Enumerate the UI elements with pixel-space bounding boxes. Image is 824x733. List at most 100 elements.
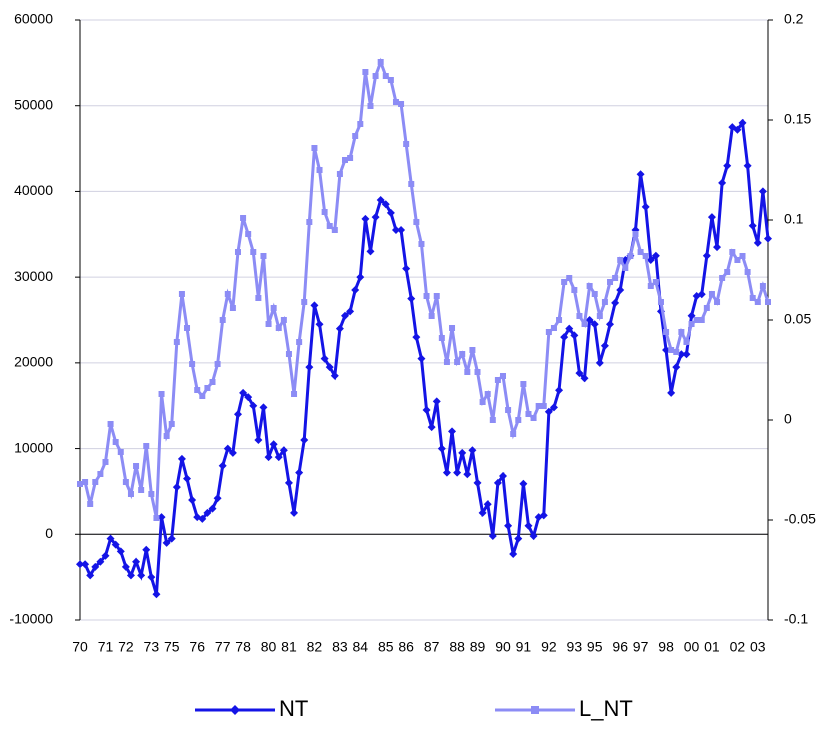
data-point [498, 472, 507, 480]
data-point [565, 324, 574, 333]
data-point [714, 299, 721, 305]
legend-label: L_NT [579, 696, 633, 721]
data-point [667, 388, 676, 397]
data-point [544, 407, 553, 416]
data-point [208, 504, 217, 513]
data-point [637, 249, 644, 255]
data-point [101, 551, 110, 560]
data-point [607, 279, 614, 285]
data-point [464, 369, 471, 375]
data-point [627, 253, 634, 259]
data-point [132, 557, 141, 566]
x-tick-label: 81 [281, 639, 297, 655]
data-point [152, 590, 161, 599]
data-point [580, 374, 589, 383]
data-point [167, 534, 176, 543]
data-point [663, 329, 670, 335]
data-point [743, 161, 752, 170]
data-point [188, 496, 197, 504]
data-point [428, 313, 435, 319]
x-tick-label: 85 [378, 639, 394, 655]
data-point [458, 448, 467, 457]
data-point [321, 209, 328, 215]
data-point [697, 290, 706, 299]
data-point [392, 99, 399, 105]
data-point [483, 500, 492, 509]
data-point [550, 325, 557, 331]
y2-tick-label: 0 [784, 411, 792, 427]
x-tick-label: 02 [730, 639, 746, 655]
data-point [173, 339, 180, 345]
x-tick-label: 93 [567, 639, 583, 655]
legend-label: NT [279, 696, 308, 721]
data-point [454, 359, 461, 365]
data-point [162, 538, 171, 547]
data-point [330, 371, 339, 380]
data-point [488, 532, 497, 540]
y2-tick-label: 0.05 [784, 311, 811, 327]
data-point [224, 291, 231, 297]
data-point [463, 470, 472, 479]
data-point [163, 433, 170, 439]
data-point [112, 439, 119, 445]
data-point [336, 171, 343, 177]
data-point [254, 436, 263, 444]
data-point [520, 381, 527, 387]
data-point [147, 573, 156, 582]
data-point [459, 351, 466, 357]
x-tick-label: 88 [449, 639, 465, 655]
data-point [233, 410, 242, 419]
data-point [341, 311, 350, 320]
data-point [270, 305, 277, 311]
data-point [601, 299, 608, 305]
data-point [372, 73, 379, 79]
data-point [693, 317, 700, 323]
data-point [596, 313, 603, 319]
data-point [555, 386, 564, 395]
data-point [280, 317, 287, 323]
data-point [718, 178, 727, 187]
data-point [753, 238, 762, 247]
data-point [331, 227, 338, 233]
data-point [765, 299, 771, 305]
data-point [514, 534, 523, 543]
data-point [556, 317, 563, 323]
data-point [703, 305, 710, 311]
data-point [122, 479, 129, 485]
x-tick-label: 80 [261, 639, 277, 655]
data-point [744, 269, 751, 275]
data-point [92, 479, 99, 485]
data-point [397, 226, 406, 234]
data-point [438, 335, 445, 341]
data-point [754, 299, 761, 305]
data-point [142, 545, 151, 554]
data-point [223, 444, 232, 453]
x-tick-label: 78 [235, 639, 251, 655]
data-point [117, 449, 124, 455]
data-point [199, 393, 206, 399]
data-point [632, 231, 639, 237]
data-point [453, 468, 462, 477]
data-point [157, 513, 166, 522]
y2-tick-label: 0.1 [784, 211, 804, 227]
data-point [437, 444, 446, 453]
data-point [274, 453, 283, 462]
data-point [764, 234, 772, 243]
data-point [260, 253, 267, 259]
series-line [79, 57, 770, 519]
data-point [194, 387, 201, 393]
data-point [86, 571, 95, 580]
data-point [591, 291, 598, 297]
data-point [290, 508, 299, 517]
data-point [178, 291, 185, 297]
data-point [673, 349, 680, 355]
data-point [158, 391, 165, 397]
data-point [590, 320, 599, 329]
data-point [739, 253, 746, 259]
data-point [412, 333, 421, 342]
data-point [184, 325, 191, 331]
data-point [320, 354, 329, 363]
data-point [575, 369, 584, 378]
x-tick-label: 84 [353, 639, 369, 655]
data-point [259, 403, 268, 412]
